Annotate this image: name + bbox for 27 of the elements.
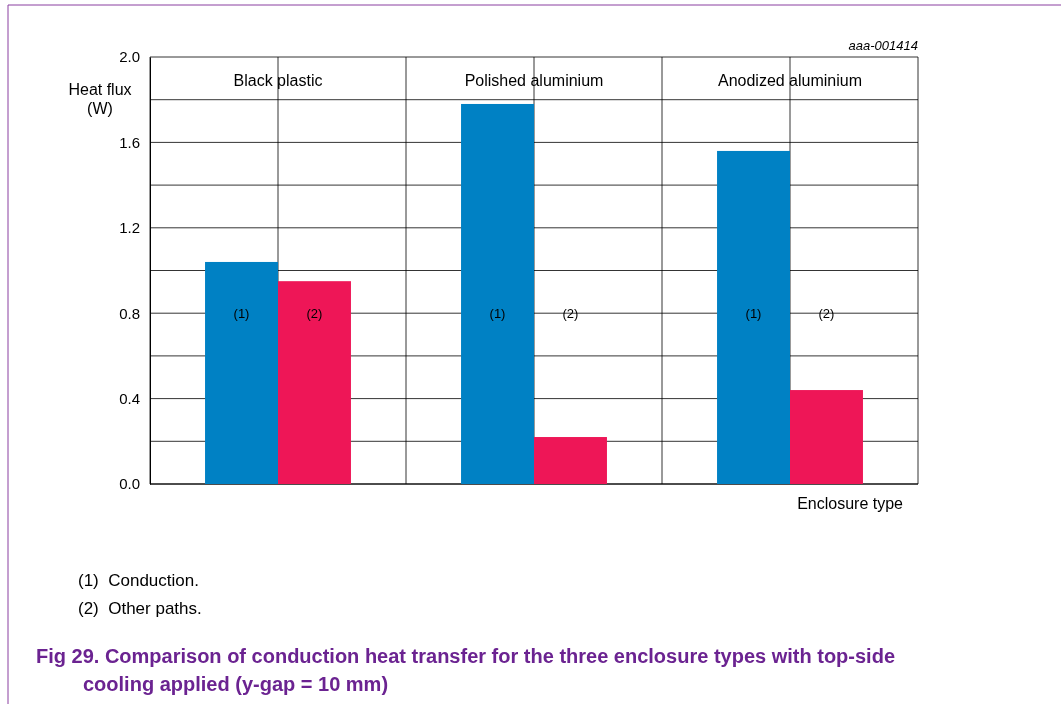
series-label: (2): [306, 306, 323, 322]
text: (2): [562, 306, 579, 322]
y-tick-label: 1.6: [119, 133, 140, 151]
text: (2) Other paths.: [78, 599, 202, 618]
x-tick-label: Polished aluminium: [464, 72, 604, 89]
y-tick-label: 1.2: [119, 219, 140, 237]
y-tick-label: 2.0: [119, 48, 140, 66]
text: (1): [745, 306, 762, 322]
y-tick-label: 0.8: [119, 304, 140, 322]
series-label: (1): [489, 306, 506, 322]
text: (2): [818, 306, 835, 322]
text: (1) Conduction.: [78, 571, 199, 590]
text: Fig 29. Comparison of conduction heat transfer for the three enclosure types with top-side cooling applied (y-gap = 10 mm): [36, 645, 896, 695]
bar: [790, 390, 863, 484]
bar: [534, 437, 607, 484]
y-tick-label: 0.4: [119, 389, 140, 407]
y-axis-title: Heat flux (W): [68, 81, 132, 117]
text: (1): [233, 306, 250, 322]
bar: [278, 281, 351, 484]
bar: [461, 103, 534, 484]
bar: [717, 150, 790, 484]
x-axis-title: Enclosure type: [797, 495, 904, 512]
x-tick-label: Anodized aluminium: [717, 72, 863, 89]
y-tick-label: 0.0: [119, 475, 140, 493]
text: aaa-001414: [848, 38, 918, 53]
x-tick-label: Black plastic: [233, 72, 323, 89]
bar: [205, 261, 278, 484]
